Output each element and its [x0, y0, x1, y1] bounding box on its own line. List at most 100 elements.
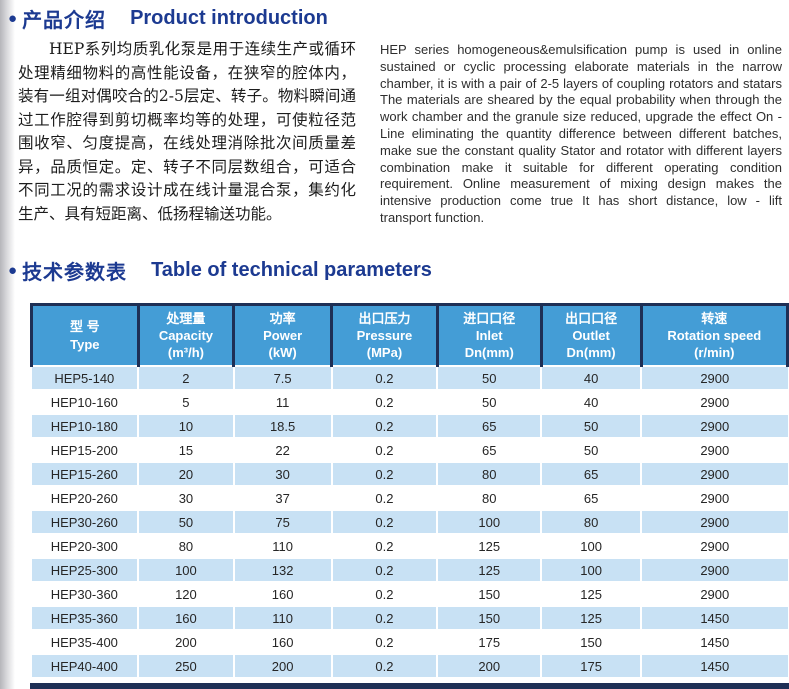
cell-value: 20: [138, 462, 235, 487]
cell-value: 2900: [641, 558, 788, 583]
cell-value: 175: [437, 630, 543, 655]
cell-value: 50: [541, 438, 643, 463]
cell-value: 0.2: [331, 510, 439, 535]
table-header: 型 号 Type 处理量 Capacity (m³/h) 功率 Power (kW) 出口压力 P…: [30, 303, 789, 367]
cell-value: 175: [541, 654, 643, 679]
column-header-outlet: 出口口径 Outlet Dn(mm): [541, 303, 643, 367]
cell-model: HEP10-160: [31, 390, 140, 415]
cell-model: HEP40-400: [31, 654, 140, 679]
cell-value: 0.2: [331, 390, 439, 415]
heading-english: Table of technical parameters: [151, 259, 432, 281]
cell-value: 22: [233, 438, 333, 463]
cell-value: 150: [541, 630, 643, 655]
table-row: HEP10-160 5 11 0.2 50 40 2900: [31, 390, 788, 415]
cell-value: 65: [437, 414, 543, 439]
cell-value: 50: [437, 366, 543, 391]
cell-value: 150: [437, 606, 543, 631]
cell-value: 160: [233, 582, 333, 607]
cell-value: 0.2: [331, 654, 439, 679]
cell-value: 15: [138, 438, 235, 463]
table-row: HEP15-200 15 22 0.2 65 50 2900: [31, 438, 788, 463]
table-row: HEP10-180 10 18.5 0.2 65 50 2900: [31, 414, 788, 439]
section-heading-product-introduction: ● 产品介绍 Product introduction: [8, 4, 328, 33]
column-header-pressure: 出口压力 Pressure (MPa): [331, 303, 439, 367]
cell-model: HEP35-400: [31, 630, 140, 655]
cell-value: 30: [233, 462, 333, 487]
cell-model: HEP30-260: [31, 510, 140, 535]
heading-chinese: 技术参数表: [22, 262, 128, 284]
cell-value: 2900: [641, 414, 788, 439]
table-row: HEP35-400 200 160 0.2 175 150 1450: [31, 630, 788, 655]
cell-value: 1450: [641, 630, 788, 655]
cell-model: HEP20-300: [31, 534, 140, 559]
table-body: HEP5-140 2 7.5 0.2 50 40 2900 HEP10-160 5 11 0.2 50…: [31, 366, 788, 679]
cell-value: 2900: [641, 534, 788, 559]
cell-value: 160: [138, 606, 235, 631]
cell-value: 40: [541, 390, 643, 415]
cell-value: 1450: [641, 606, 788, 631]
cell-value: 0.2: [331, 558, 439, 583]
cell-value: 120: [138, 582, 235, 607]
cell-value: 110: [233, 534, 333, 559]
cell-value: 2900: [641, 366, 788, 391]
cell-value: 50: [437, 390, 543, 415]
column-header-inlet: 进口口径 Inlet Dn(mm): [437, 303, 543, 367]
cell-model: HEP15-260: [31, 462, 140, 487]
column-header-rotation-speed: 转速 Rotation speed (r/min): [641, 303, 789, 367]
cell-value: 75: [233, 510, 333, 535]
cell-value: 100: [541, 534, 643, 559]
bullet-icon: ●: [8, 10, 18, 27]
page-bottom-rule: [30, 683, 789, 689]
cell-value: 200: [138, 630, 235, 655]
table-row: HEP40-400 250 200 0.2 200 175 1450: [31, 654, 788, 679]
table-row: HEP30-360 120 160 0.2 150 125 2900: [31, 582, 788, 607]
table-row: HEP35-360 160 110 0.2 150 125 1450: [31, 606, 788, 631]
cell-value: 132: [233, 558, 333, 583]
product-intro-paragraph-english: HEP series homogeneous&emulsification pu…: [380, 42, 782, 225]
cell-value: 100: [437, 510, 543, 535]
cell-value: 18.5: [233, 414, 333, 439]
technical-parameters-table: 型 号 Type 处理量 Capacity (m³/h) 功率 Power (kW) 出口压力 P…: [30, 303, 789, 679]
cell-value: 150: [437, 582, 543, 607]
cell-value: 125: [437, 558, 543, 583]
cell-value: 200: [233, 654, 333, 679]
cell-value: 0.2: [331, 606, 439, 631]
cell-value: 2900: [641, 462, 788, 487]
cell-value: 40: [541, 366, 643, 391]
cell-value: 0.2: [331, 534, 439, 559]
cell-value: 2: [138, 366, 235, 391]
cell-value: 100: [541, 558, 643, 583]
cell-value: 80: [437, 486, 543, 511]
cell-value: 2900: [641, 438, 788, 463]
cell-model: HEP35-360: [31, 606, 140, 631]
cell-value: 80: [138, 534, 235, 559]
table-row: HEP25-300 100 132 0.2 125 100 2900: [31, 558, 788, 583]
cell-value: 0.2: [331, 630, 439, 655]
cell-value: 2900: [641, 510, 788, 535]
cell-value: 80: [437, 462, 543, 487]
column-header-power: 功率 Power (kW): [233, 303, 334, 367]
cell-model: HEP15-200: [31, 438, 140, 463]
column-header-capacity: 处理量 Capacity (m³/h): [138, 303, 236, 367]
cell-value: 50: [138, 510, 235, 535]
cell-value: 80: [541, 510, 643, 535]
cell-value: 0.2: [331, 414, 439, 439]
cell-model: HEP5-140: [31, 366, 140, 391]
cell-value: 37: [233, 486, 333, 511]
table-row: HEP5-140 2 7.5 0.2 50 40 2900: [31, 366, 788, 391]
cell-value: 11: [233, 390, 333, 415]
bullet-icon: ●: [8, 262, 18, 279]
section-heading-technical-parameters: ● 技术参数表 Table of technical parameters: [8, 256, 432, 285]
table-header-row: 型 号 Type 处理量 Capacity (m³/h) 功率 Power (kW) 出口压力 P…: [30, 303, 789, 367]
page-edge-shadow: [0, 0, 15, 689]
cell-value: 50: [541, 414, 643, 439]
cell-value: 110: [233, 606, 333, 631]
cell-model: HEP10-180: [31, 414, 140, 439]
cell-value: 200: [437, 654, 543, 679]
cell-value: 65: [541, 462, 643, 487]
table-row: HEP15-260 20 30 0.2 80 65 2900: [31, 462, 788, 487]
cell-value: 0.2: [331, 462, 439, 487]
cell-value: 125: [437, 534, 543, 559]
cell-value: 2900: [641, 390, 788, 415]
